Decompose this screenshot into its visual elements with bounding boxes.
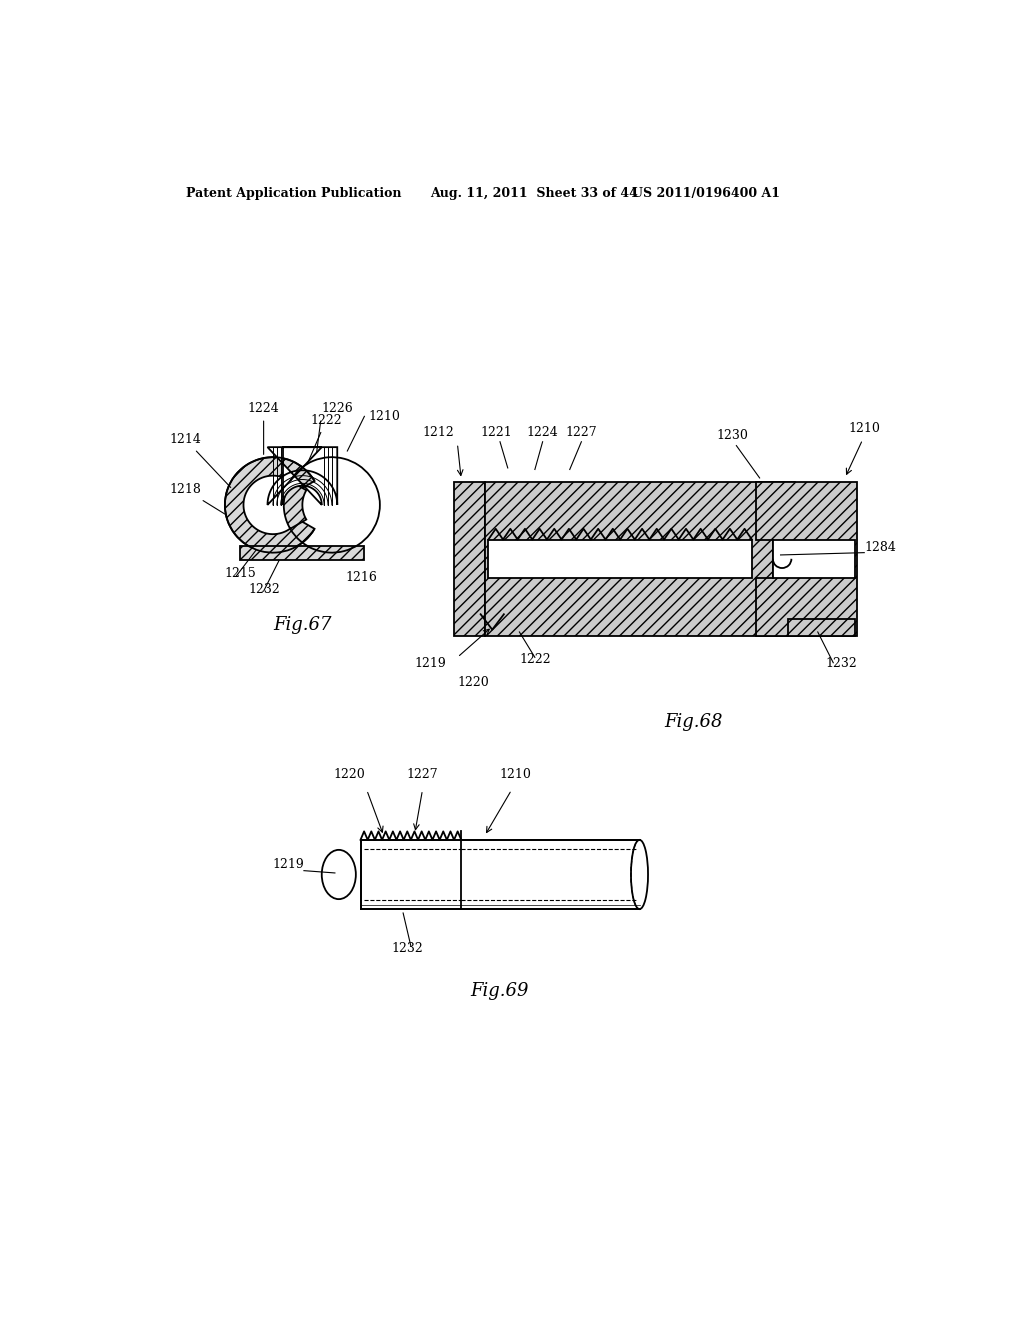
Text: Fig.68: Fig.68	[665, 713, 723, 731]
Polygon shape	[267, 447, 337, 506]
Text: 1221: 1221	[480, 425, 512, 438]
Polygon shape	[484, 482, 795, 636]
Polygon shape	[360, 840, 640, 909]
Text: 1224: 1224	[526, 425, 558, 438]
Text: 1227: 1227	[565, 425, 597, 438]
Text: 1216: 1216	[345, 572, 377, 585]
Ellipse shape	[631, 840, 648, 909]
Polygon shape	[284, 480, 306, 529]
Text: US 2011/0196400 A1: US 2011/0196400 A1	[632, 187, 779, 199]
Text: 1222: 1222	[519, 653, 551, 665]
Text: Fig.67: Fig.67	[273, 615, 332, 634]
Text: 1219: 1219	[415, 656, 446, 669]
Text: Fig.69: Fig.69	[471, 982, 529, 1001]
Ellipse shape	[322, 850, 356, 899]
Text: Patent Application Publication: Patent Application Publication	[186, 187, 401, 199]
Polygon shape	[225, 457, 314, 553]
Polygon shape	[756, 482, 856, 636]
Polygon shape	[488, 540, 752, 578]
Polygon shape	[454, 482, 484, 636]
Text: 1210: 1210	[500, 768, 531, 781]
Polygon shape	[241, 546, 365, 561]
Text: 1226: 1226	[316, 403, 353, 451]
Text: 1210: 1210	[849, 422, 881, 434]
Text: 1219: 1219	[273, 858, 305, 871]
Text: 1222: 1222	[307, 414, 342, 463]
Text: 1230: 1230	[717, 429, 749, 442]
Text: 1232: 1232	[391, 941, 423, 954]
Text: 1284: 1284	[864, 541, 896, 554]
Text: 1215: 1215	[225, 568, 257, 581]
Polygon shape	[788, 619, 855, 636]
Text: 1220: 1220	[333, 768, 365, 781]
Text: 1212: 1212	[422, 425, 454, 438]
Text: 1210: 1210	[369, 411, 400, 424]
Polygon shape	[773, 540, 855, 578]
Text: Aug. 11, 2011  Sheet 33 of 44: Aug. 11, 2011 Sheet 33 of 44	[430, 187, 638, 199]
Text: 1227: 1227	[407, 768, 438, 781]
Text: 1220: 1220	[457, 676, 488, 689]
Text: 1218: 1218	[170, 483, 226, 515]
Text: 1232: 1232	[825, 656, 857, 669]
Text: 1214: 1214	[170, 433, 230, 487]
Text: 1224: 1224	[248, 403, 280, 454]
Text: 1232: 1232	[248, 582, 280, 595]
